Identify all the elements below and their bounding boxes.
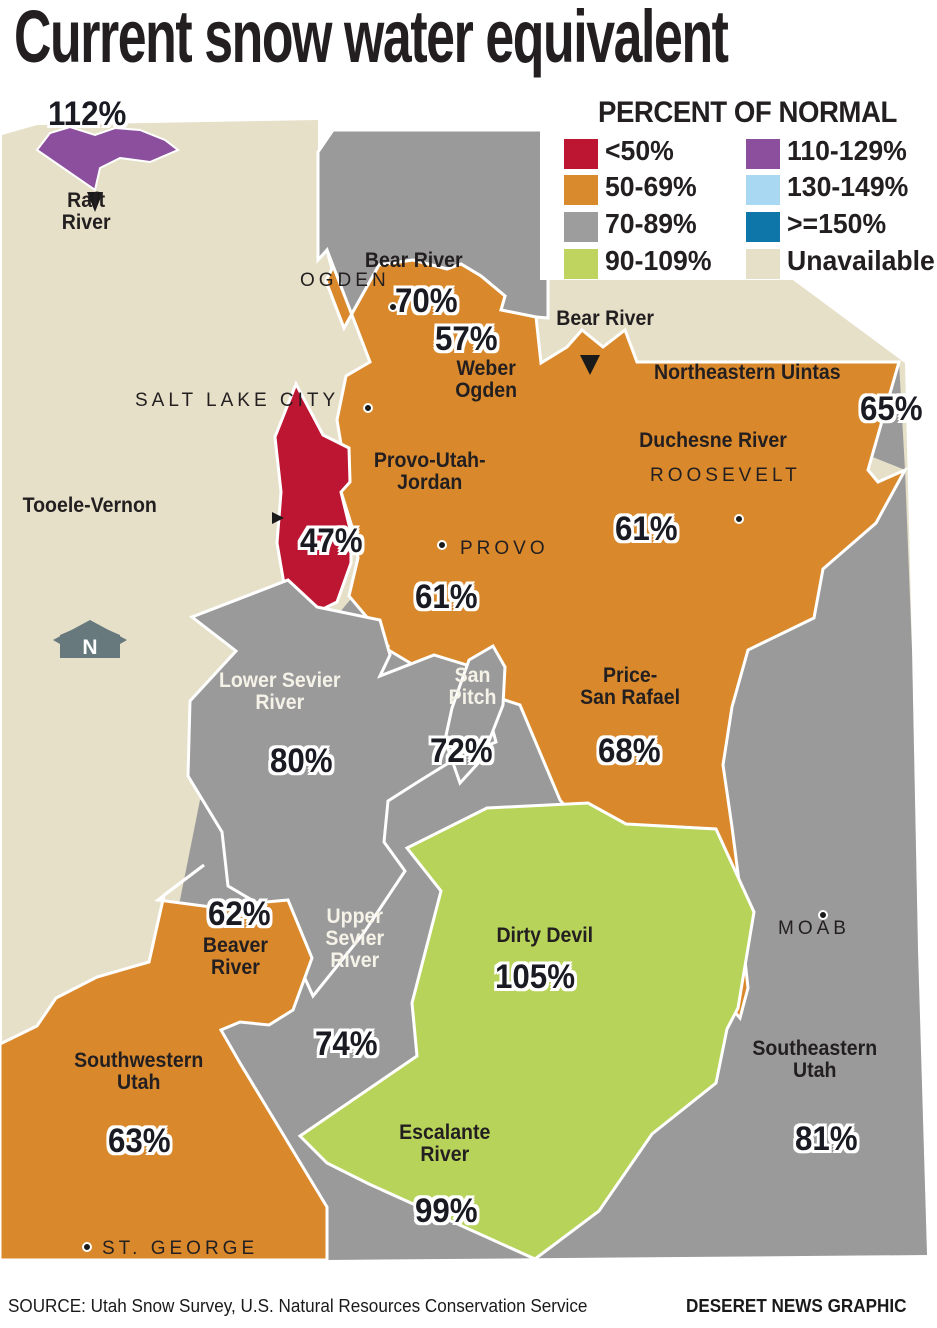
svg-text:N: N	[82, 636, 97, 659]
